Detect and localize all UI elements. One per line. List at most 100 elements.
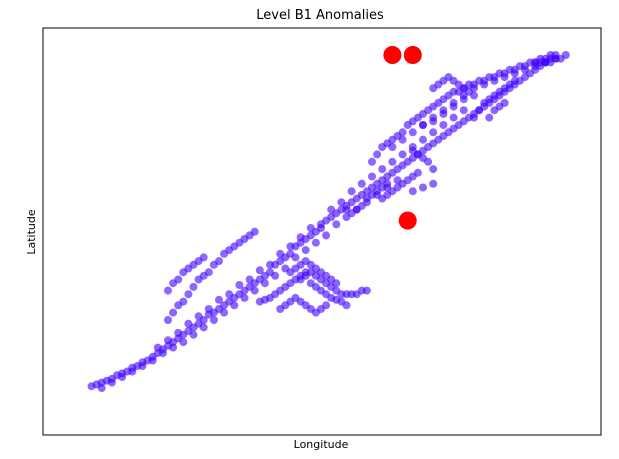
- data-point: [189, 282, 198, 291]
- data-point: [317, 220, 325, 229]
- data-point: [332, 220, 341, 229]
- data-point: [485, 113, 494, 122]
- data-point: [291, 253, 300, 262]
- data-point: [429, 117, 438, 126]
- data-point: [408, 187, 417, 196]
- data-point: [301, 246, 310, 255]
- data-point: [429, 179, 438, 188]
- data-point: [470, 91, 478, 100]
- data-point: [97, 384, 106, 393]
- data-point: [408, 146, 417, 155]
- data-point: [225, 290, 234, 299]
- data-point: [276, 249, 285, 258]
- data-point: [521, 65, 529, 74]
- data-point: [459, 106, 468, 115]
- data-point: [260, 279, 269, 288]
- data-point: [373, 150, 382, 159]
- data-point: [398, 128, 407, 137]
- data-point: [419, 183, 427, 192]
- data-point: [194, 312, 203, 321]
- data-point: [429, 165, 438, 174]
- data-point: [199, 323, 208, 332]
- data-point: [184, 319, 193, 328]
- data-point: [378, 165, 387, 174]
- data-point: [459, 95, 468, 104]
- data-point: [510, 69, 519, 78]
- data-point: [311, 238, 320, 247]
- data-point: [235, 281, 244, 289]
- y-axis-label: Latitude: [25, 209, 38, 255]
- x-axis-label: Longitude: [294, 438, 349, 451]
- data-point: [271, 271, 280, 280]
- data-point: [169, 308, 178, 317]
- chart-title: Level B1 Anomalies: [256, 8, 384, 23]
- data-point: [337, 198, 346, 207]
- anomaly-point: [398, 211, 417, 230]
- data-point: [189, 330, 198, 339]
- data-points: [87, 46, 570, 393]
- data-point: [332, 279, 341, 288]
- anomaly-point: [383, 46, 402, 64]
- data-point: [368, 172, 376, 181]
- data-point: [413, 168, 422, 177]
- data-point: [347, 187, 356, 196]
- data-point: [449, 113, 458, 122]
- data-point: [429, 128, 438, 137]
- data-point: [215, 257, 223, 266]
- data-point: [250, 286, 259, 295]
- data-point: [220, 308, 229, 317]
- data-point: [128, 367, 137, 376]
- data-point: [164, 316, 172, 324]
- data-point: [561, 51, 570, 59]
- data-point: [480, 80, 489, 89]
- data-point: [362, 286, 371, 295]
- data-point: [230, 301, 239, 310]
- data-point: [408, 128, 417, 137]
- data-point: [342, 301, 351, 310]
- data-point: [383, 179, 392, 188]
- data-point: [475, 106, 484, 115]
- data-point: [388, 157, 397, 166]
- data-point: [209, 316, 218, 324]
- data-point: [153, 343, 162, 352]
- data-point: [158, 349, 167, 358]
- data-point: [357, 179, 366, 188]
- data-point: [138, 362, 147, 370]
- data-point: [322, 301, 331, 310]
- data-point: [449, 102, 458, 111]
- data-point: [118, 373, 127, 381]
- data-point: [470, 113, 478, 122]
- data-point: [398, 135, 407, 144]
- data-point: [419, 121, 427, 129]
- data-point: [250, 227, 259, 236]
- data-point: [266, 260, 274, 269]
- data-point: [301, 271, 310, 280]
- data-point: [398, 150, 407, 159]
- data-point: [357, 201, 366, 210]
- data-point: [240, 293, 249, 302]
- data-point: [184, 290, 193, 299]
- data-point: [490, 76, 499, 85]
- data-point: [215, 295, 223, 304]
- data-point: [388, 143, 397, 151]
- data-point: [204, 268, 213, 277]
- data-point: [510, 76, 519, 85]
- data-point: [169, 343, 178, 352]
- data-point: [306, 224, 315, 232]
- data-point: [368, 157, 376, 166]
- data-point: [179, 338, 188, 347]
- data-point: [179, 297, 188, 306]
- data-point: [296, 233, 305, 242]
- data-point: [148, 356, 157, 365]
- data-point: [245, 275, 254, 284]
- data-point: [322, 231, 331, 240]
- data-point: [419, 135, 427, 144]
- data-point: [164, 286, 172, 295]
- data-point: [107, 378, 116, 387]
- data-point: [164, 336, 172, 345]
- data-point: [500, 73, 509, 82]
- data-point: [500, 98, 509, 107]
- data-point: [174, 328, 183, 337]
- data-point: [327, 205, 336, 214]
